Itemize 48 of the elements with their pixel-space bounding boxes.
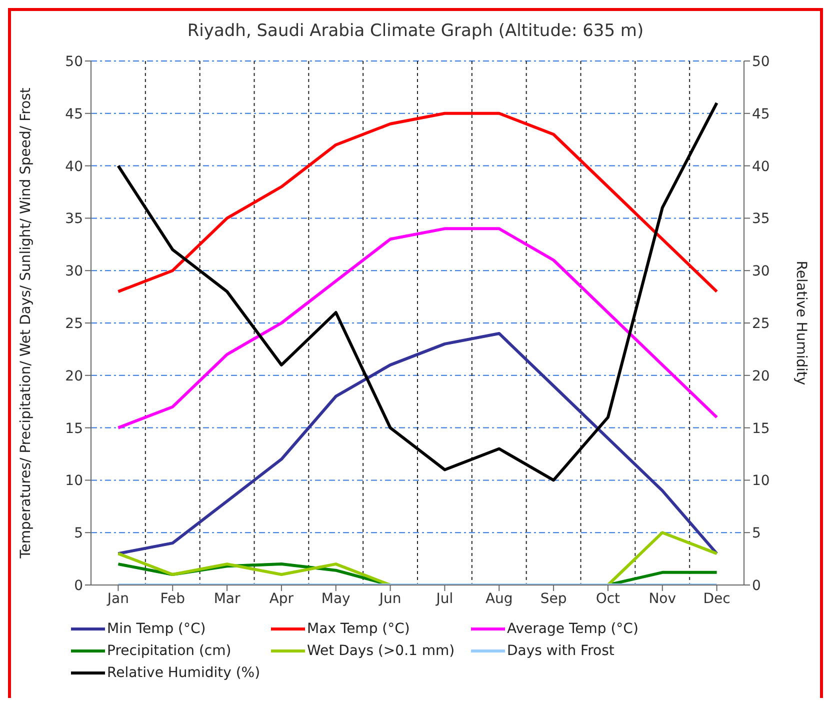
legend-label: Min Temp (°C) <box>107 621 206 637</box>
chart-title: Riyadh, Saudi Arabia Climate Graph (Altitude: 635 m) <box>186 21 645 43</box>
y-tick-label: 10 <box>65 473 83 490</box>
line-series <box>116 227 718 430</box>
x-tick-label: Mar <box>214 590 240 607</box>
legend-label: Precipitation (cm) <box>107 643 232 659</box>
legend-label: Average Temp (°C) <box>507 621 638 637</box>
y2-tick-label: 30 <box>752 264 770 280</box>
x-tick-label: Jul <box>435 590 454 607</box>
y2-tick-label: 0 <box>752 578 761 594</box>
y2-axis-title: Relative Humidity <box>793 260 810 386</box>
y-tick-label: 30 <box>65 264 83 280</box>
y-tick-label: 40 <box>65 158 83 175</box>
legend-label: Relative Humidity (%) <box>107 665 260 681</box>
y2-tick-label: 10 <box>752 473 770 490</box>
x-tick-label: Aug <box>485 590 513 607</box>
y2-tick-label: 25 <box>752 316 770 332</box>
x-tick-label: Sep <box>540 590 567 607</box>
y2-tick-label: 15 <box>752 420 770 437</box>
y-tick-label: 20 <box>65 368 83 384</box>
y-tick-label: 15 <box>65 420 83 437</box>
line-series <box>116 101 718 482</box>
line-series <box>116 112 718 294</box>
y2-tick-label: 40 <box>752 158 770 175</box>
y-tick-label: 0 <box>74 578 83 594</box>
line-series <box>116 332 718 556</box>
x-tick-label: May <box>321 590 350 607</box>
y-tick-label: 25 <box>65 316 83 332</box>
y2-tick-label: 35 <box>752 211 770 228</box>
x-tick-label: Jun <box>378 590 402 607</box>
x-tick-label: Nov <box>648 590 676 607</box>
y-tick-label: 35 <box>65 211 83 228</box>
x-tick-label: Oct <box>596 590 621 607</box>
x-tick-label: Feb <box>160 590 186 607</box>
y2-tick-label: 50 <box>752 54 770 70</box>
y-tick-label: 45 <box>65 106 83 122</box>
y-axis-title: Temperatures/ Precipitation/ Wet Days/ Sunlight/ Wind Speed/ Frost <box>18 87 34 560</box>
y2-tick-label: 20 <box>752 368 770 384</box>
x-tick-label: Apr <box>269 590 294 607</box>
y-tick-label: 5 <box>74 526 83 542</box>
legend-label: Wet Days (>0.1 mm) <box>307 643 455 659</box>
y2-tick-label: 45 <box>752 106 770 122</box>
legend-label: Days with Frost <box>507 643 614 659</box>
legend-label: Max Temp (°C) <box>307 621 410 637</box>
x-tick-label: Dec <box>703 590 730 607</box>
x-tick-label: Jan <box>106 590 130 607</box>
y2-tick-label: 5 <box>752 526 761 542</box>
y-tick-label: 50 <box>65 54 83 70</box>
